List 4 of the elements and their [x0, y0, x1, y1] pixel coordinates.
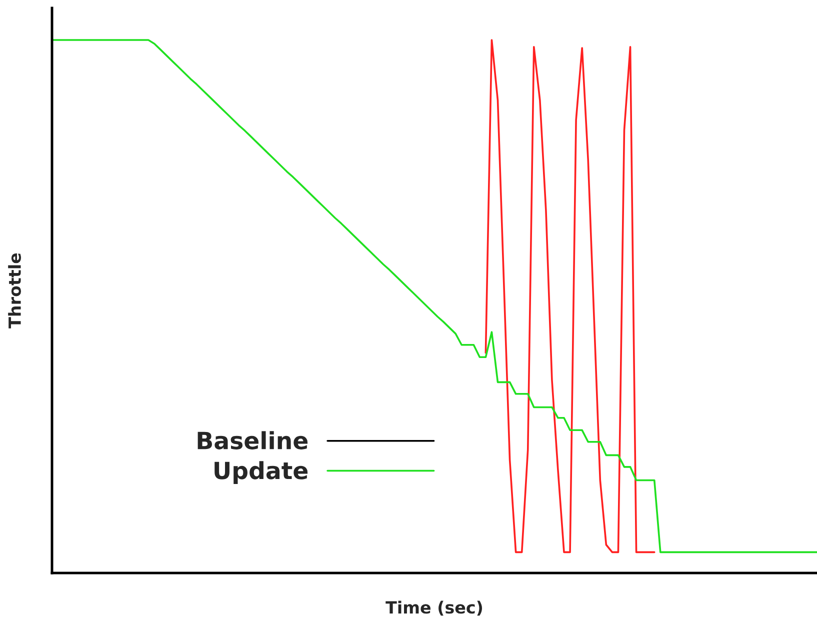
x-axis-title: Time (sec): [386, 600, 482, 616]
legend-label: Baseline: [198, 431, 308, 450]
legend-label: Update: [214, 461, 308, 484]
y-axis-title: Throttle: [8, 253, 21, 328]
